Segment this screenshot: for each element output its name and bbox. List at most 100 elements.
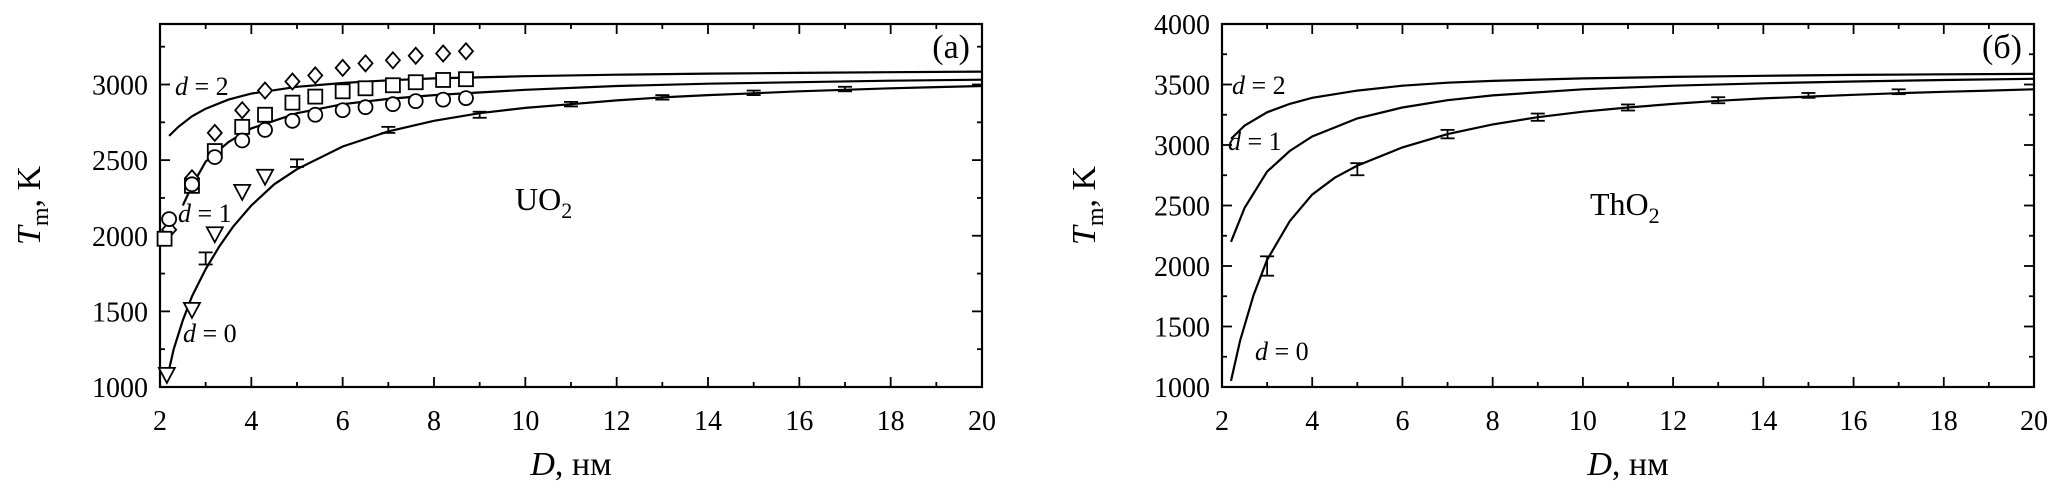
diamond-marker xyxy=(407,46,424,66)
curve-label-a: d = 2 xyxy=(175,72,229,101)
y-tick-label-b: 3000 xyxy=(1154,131,1210,162)
error-bar-point xyxy=(655,94,670,101)
curve-label-a: d = 0 xyxy=(183,319,237,348)
x-tick-label-b: 6 xyxy=(1395,406,1409,437)
curve-label-b: d = 2 xyxy=(1232,71,1286,100)
y-tick-label-a: 1500 xyxy=(92,297,148,328)
circle-marker xyxy=(407,93,424,110)
x-tick-label-b: 20 xyxy=(2020,406,2048,437)
curve-d1-a xyxy=(181,78,983,206)
error-bar-point xyxy=(746,89,761,96)
error-bar-point xyxy=(1440,128,1455,140)
error-bar-point xyxy=(1801,92,1816,99)
circle-marker xyxy=(458,90,474,107)
compound-label-a: UO2 xyxy=(515,181,572,223)
triangle-down-marker xyxy=(255,168,275,187)
circle-marker xyxy=(384,96,401,113)
error-bar-point xyxy=(564,100,578,108)
y-tick-label-a: 3000 xyxy=(92,71,148,102)
compound-sub: 2 xyxy=(561,198,572,223)
x-tick-label-b: 4 xyxy=(1305,406,1319,437)
circle-marker xyxy=(334,102,351,119)
square-marker xyxy=(257,106,273,123)
circle-marker xyxy=(357,99,374,116)
y-tick-label-b: 3500 xyxy=(1154,71,1210,102)
square-marker xyxy=(334,83,351,100)
diamond-marker xyxy=(334,58,351,78)
x-tick-label-a: 8 xyxy=(427,406,441,437)
x-tick-label-a: 2 xyxy=(153,406,167,437)
error-bar-point xyxy=(290,158,304,168)
x-axis-title-b: D, нм xyxy=(1586,446,1668,483)
triangle-down-marker xyxy=(182,301,202,320)
square-marker xyxy=(284,94,301,111)
x-tick-label-a: 18 xyxy=(877,406,905,437)
x-tick-label-a: 12 xyxy=(603,406,631,437)
y-axis-sub: m xyxy=(1083,207,1109,226)
triangle-down-marker xyxy=(157,366,177,385)
y-axis-var: T xyxy=(11,224,48,245)
diamond-marker xyxy=(434,44,452,63)
x-axis-title-a: D, нм xyxy=(529,446,611,483)
circle-marker xyxy=(184,176,200,193)
curve-label-a: d = 1 xyxy=(178,199,232,228)
compound-base: ThO xyxy=(1590,186,1649,222)
error-bar-point xyxy=(1350,162,1365,177)
panel-tag-b: (б) xyxy=(1982,29,2022,66)
error-bar-point xyxy=(1891,88,1906,96)
curve-d1-b xyxy=(1229,77,2035,243)
curve-label-value: = 0 xyxy=(1268,337,1309,366)
y-axis-unit: , K xyxy=(11,165,48,207)
square-marker xyxy=(384,77,401,94)
circle-marker xyxy=(161,211,178,228)
diamond-marker xyxy=(384,50,402,70)
x-tick-label-b: 2 xyxy=(1215,406,1229,437)
curve-label-var: d xyxy=(1255,337,1269,366)
circle-marker xyxy=(234,132,251,149)
x-tick-label-b: 16 xyxy=(1840,406,1868,437)
y-axis-var: T xyxy=(1066,224,1103,245)
triangle-down-marker xyxy=(205,226,225,245)
curve-label-var: d xyxy=(175,72,189,101)
diamond-marker xyxy=(256,81,274,100)
curve-d0-b xyxy=(1229,88,2035,382)
x-tick-label-a: 20 xyxy=(968,406,996,437)
diamond-marker xyxy=(284,72,301,91)
square-marker xyxy=(435,72,452,88)
curve-label-var: d xyxy=(1232,71,1246,100)
compound-base: UO xyxy=(515,181,561,217)
error-bar-point xyxy=(1621,103,1635,112)
error-bar-point xyxy=(472,110,487,119)
diamond-marker xyxy=(234,100,251,120)
curve-label-b: d = 1 xyxy=(1228,127,1282,156)
x-tick-label-a: 10 xyxy=(511,406,539,437)
diamond-marker xyxy=(357,53,374,73)
x-tick-label-a: 14 xyxy=(694,406,722,437)
panel-tag-a: (a) xyxy=(932,29,970,66)
x-axis-unit: , нм xyxy=(555,446,612,483)
x-tick-label-a: 16 xyxy=(785,406,813,437)
panel-b: 2 4 6 8 10 12 14 16 18 20 1000 1500 2000 2500 3000 3500… xyxy=(1066,10,2048,483)
circle-marker xyxy=(307,106,324,123)
circle-marker xyxy=(257,121,273,138)
square-marker xyxy=(234,118,251,135)
compound-sub: 2 xyxy=(1649,203,1660,228)
y-tick-label-a: 2000 xyxy=(92,222,148,253)
error-bar-point xyxy=(1260,255,1275,277)
circle-marker xyxy=(206,149,223,166)
y-tick-label-b: 2500 xyxy=(1154,192,1210,223)
curve-label-value: = 0 xyxy=(196,319,237,348)
compound-label-b: ThO2 xyxy=(1590,186,1660,228)
diamond-marker xyxy=(307,66,324,85)
y-tick-label-b: 1000 xyxy=(1154,373,1210,404)
error-bar-point xyxy=(838,85,852,93)
curve-label-value: = 1 xyxy=(191,199,232,228)
error-bar-point xyxy=(381,125,396,134)
x-tick-label-b: 8 xyxy=(1486,406,1500,437)
square-marker xyxy=(357,80,374,97)
curve-label-var: d xyxy=(178,199,192,228)
square-marker xyxy=(307,88,324,105)
curve-d2-b xyxy=(1230,72,2035,140)
x-axis-var: D xyxy=(1586,446,1612,483)
